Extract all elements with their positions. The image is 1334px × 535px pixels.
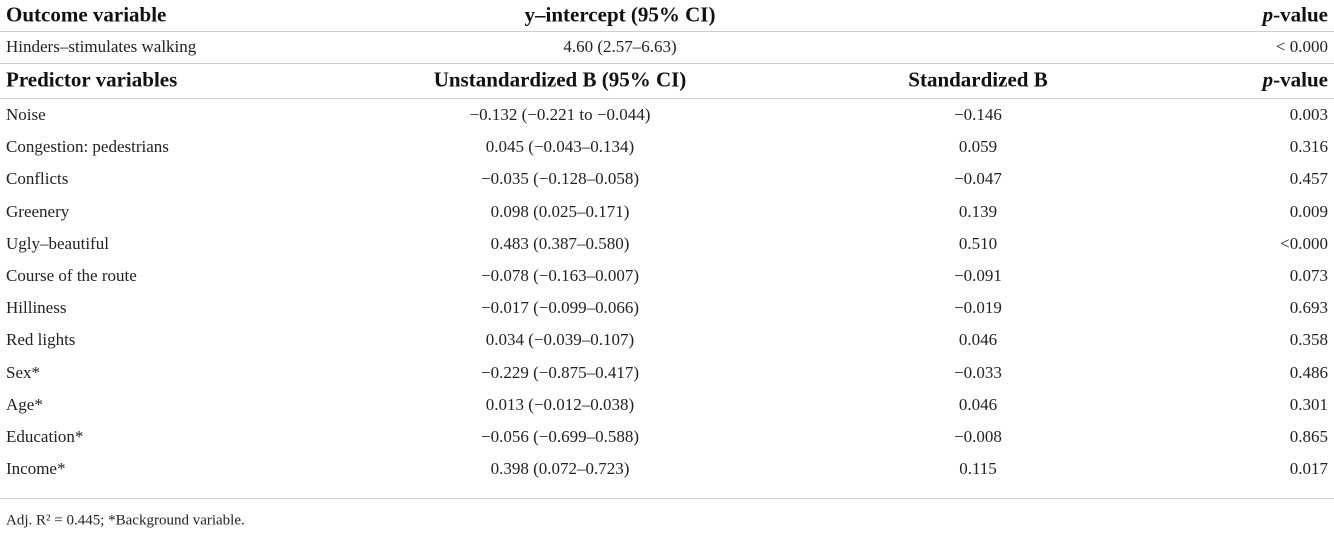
cell: 0.013 (−0.012–0.038) <box>485 394 635 414</box>
cell: −0.229 (−0.875–0.417) <box>481 362 639 382</box>
row-label: Noise <box>6 105 46 124</box>
row-label: Education* <box>6 427 84 446</box>
cell: −0.056 (−0.699–0.588) <box>481 427 639 446</box>
italic-p: p <box>1262 2 1274 27</box>
cell: 0.046 <box>958 330 998 350</box>
footnote: Adj. R² = 0.445; *Background variable. <box>6 512 245 529</box>
cell: 0.139 <box>958 201 998 221</box>
cell: 0.034 (−0.039–0.107) <box>485 330 635 350</box>
cell: 0.693 <box>1289 298 1328 318</box>
cell: 0.046 <box>958 394 998 414</box>
cell: −0.078 (−0.163–0.007) <box>481 266 639 285</box>
cell: 0.358 <box>1289 330 1328 350</box>
row-label: Course of the route <box>6 266 137 285</box>
cell: 0.486 <box>1289 362 1328 382</box>
p-value-header: p-value <box>1263 68 1328 93</box>
row-label: Income* <box>6 459 66 479</box>
cell: <0.000 <box>1280 233 1328 253</box>
row-label: Sex* <box>6 362 40 382</box>
rule <box>0 63 1334 64</box>
cell: 0.457 <box>1289 169 1328 189</box>
header-cell: Predictor variables <box>6 67 178 92</box>
cell: 0.017 <box>1289 459 1328 479</box>
row-label: Hilliness <box>6 298 67 318</box>
cell: 0.059 <box>958 137 998 157</box>
row-label: Greenery <box>6 201 70 221</box>
cell: −0.035 (−0.128–0.058) <box>481 169 639 189</box>
row-label: Congestion: pedestrians <box>6 137 169 157</box>
row-label: Hinders–stimulates walking <box>6 37 197 56</box>
cell: 0.073 <box>1289 266 1328 285</box>
p-value-header: p-value <box>1263 3 1328 28</box>
italic-p: p <box>1262 67 1274 92</box>
cell: 0.098 (0.025–0.171) <box>490 201 630 221</box>
row-label: Red lights <box>6 330 76 350</box>
header-cell: Outcome variable <box>6 2 167 27</box>
cell: 0.510 <box>958 233 998 253</box>
cell: 4.60 (2.57–6.63) <box>563 37 677 56</box>
cell: 0.483 (0.387–0.580) <box>490 233 630 253</box>
rule <box>0 31 1334 32</box>
header-cell: y–intercept (95% CI) <box>524 2 716 27</box>
cell: 0.865 <box>1289 427 1328 446</box>
cell: −0.017 (−0.099–0.066) <box>481 298 639 318</box>
cell: −0.146 <box>954 105 1002 124</box>
cell: 0.301 <box>1289 394 1328 414</box>
header-text: -value <box>1273 67 1328 92</box>
cell: −0.047 <box>954 169 1002 189</box>
cell: 0.009 <box>1289 201 1328 221</box>
cell: 0.398 (0.072–0.723) <box>490 459 630 479</box>
row-label: Age* <box>6 394 43 414</box>
cell: 0.115 <box>959 459 997 479</box>
cell: < 0.000 <box>1275 37 1328 56</box>
cell: −0.008 <box>954 427 1002 446</box>
header-cell: Standardized B <box>908 67 1048 92</box>
cell: −0.033 <box>954 362 1002 382</box>
row-label: Ugly–beautiful <box>6 233 109 253</box>
cell: 0.045 (−0.043–0.134) <box>485 137 635 157</box>
rule <box>0 98 1334 99</box>
row-label: Conflicts <box>6 169 69 189</box>
cell: −0.019 <box>954 298 1002 318</box>
cell: −0.132 (−0.221 to −0.044) <box>469 105 651 124</box>
rule <box>0 498 1334 499</box>
header-text: -value <box>1273 2 1328 27</box>
header-cell: Unstandardized B (95% CI) <box>433 67 687 92</box>
cell: 0.003 <box>1289 105 1328 124</box>
cell: −0.091 <box>954 266 1002 285</box>
cell: 0.316 <box>1289 137 1328 157</box>
